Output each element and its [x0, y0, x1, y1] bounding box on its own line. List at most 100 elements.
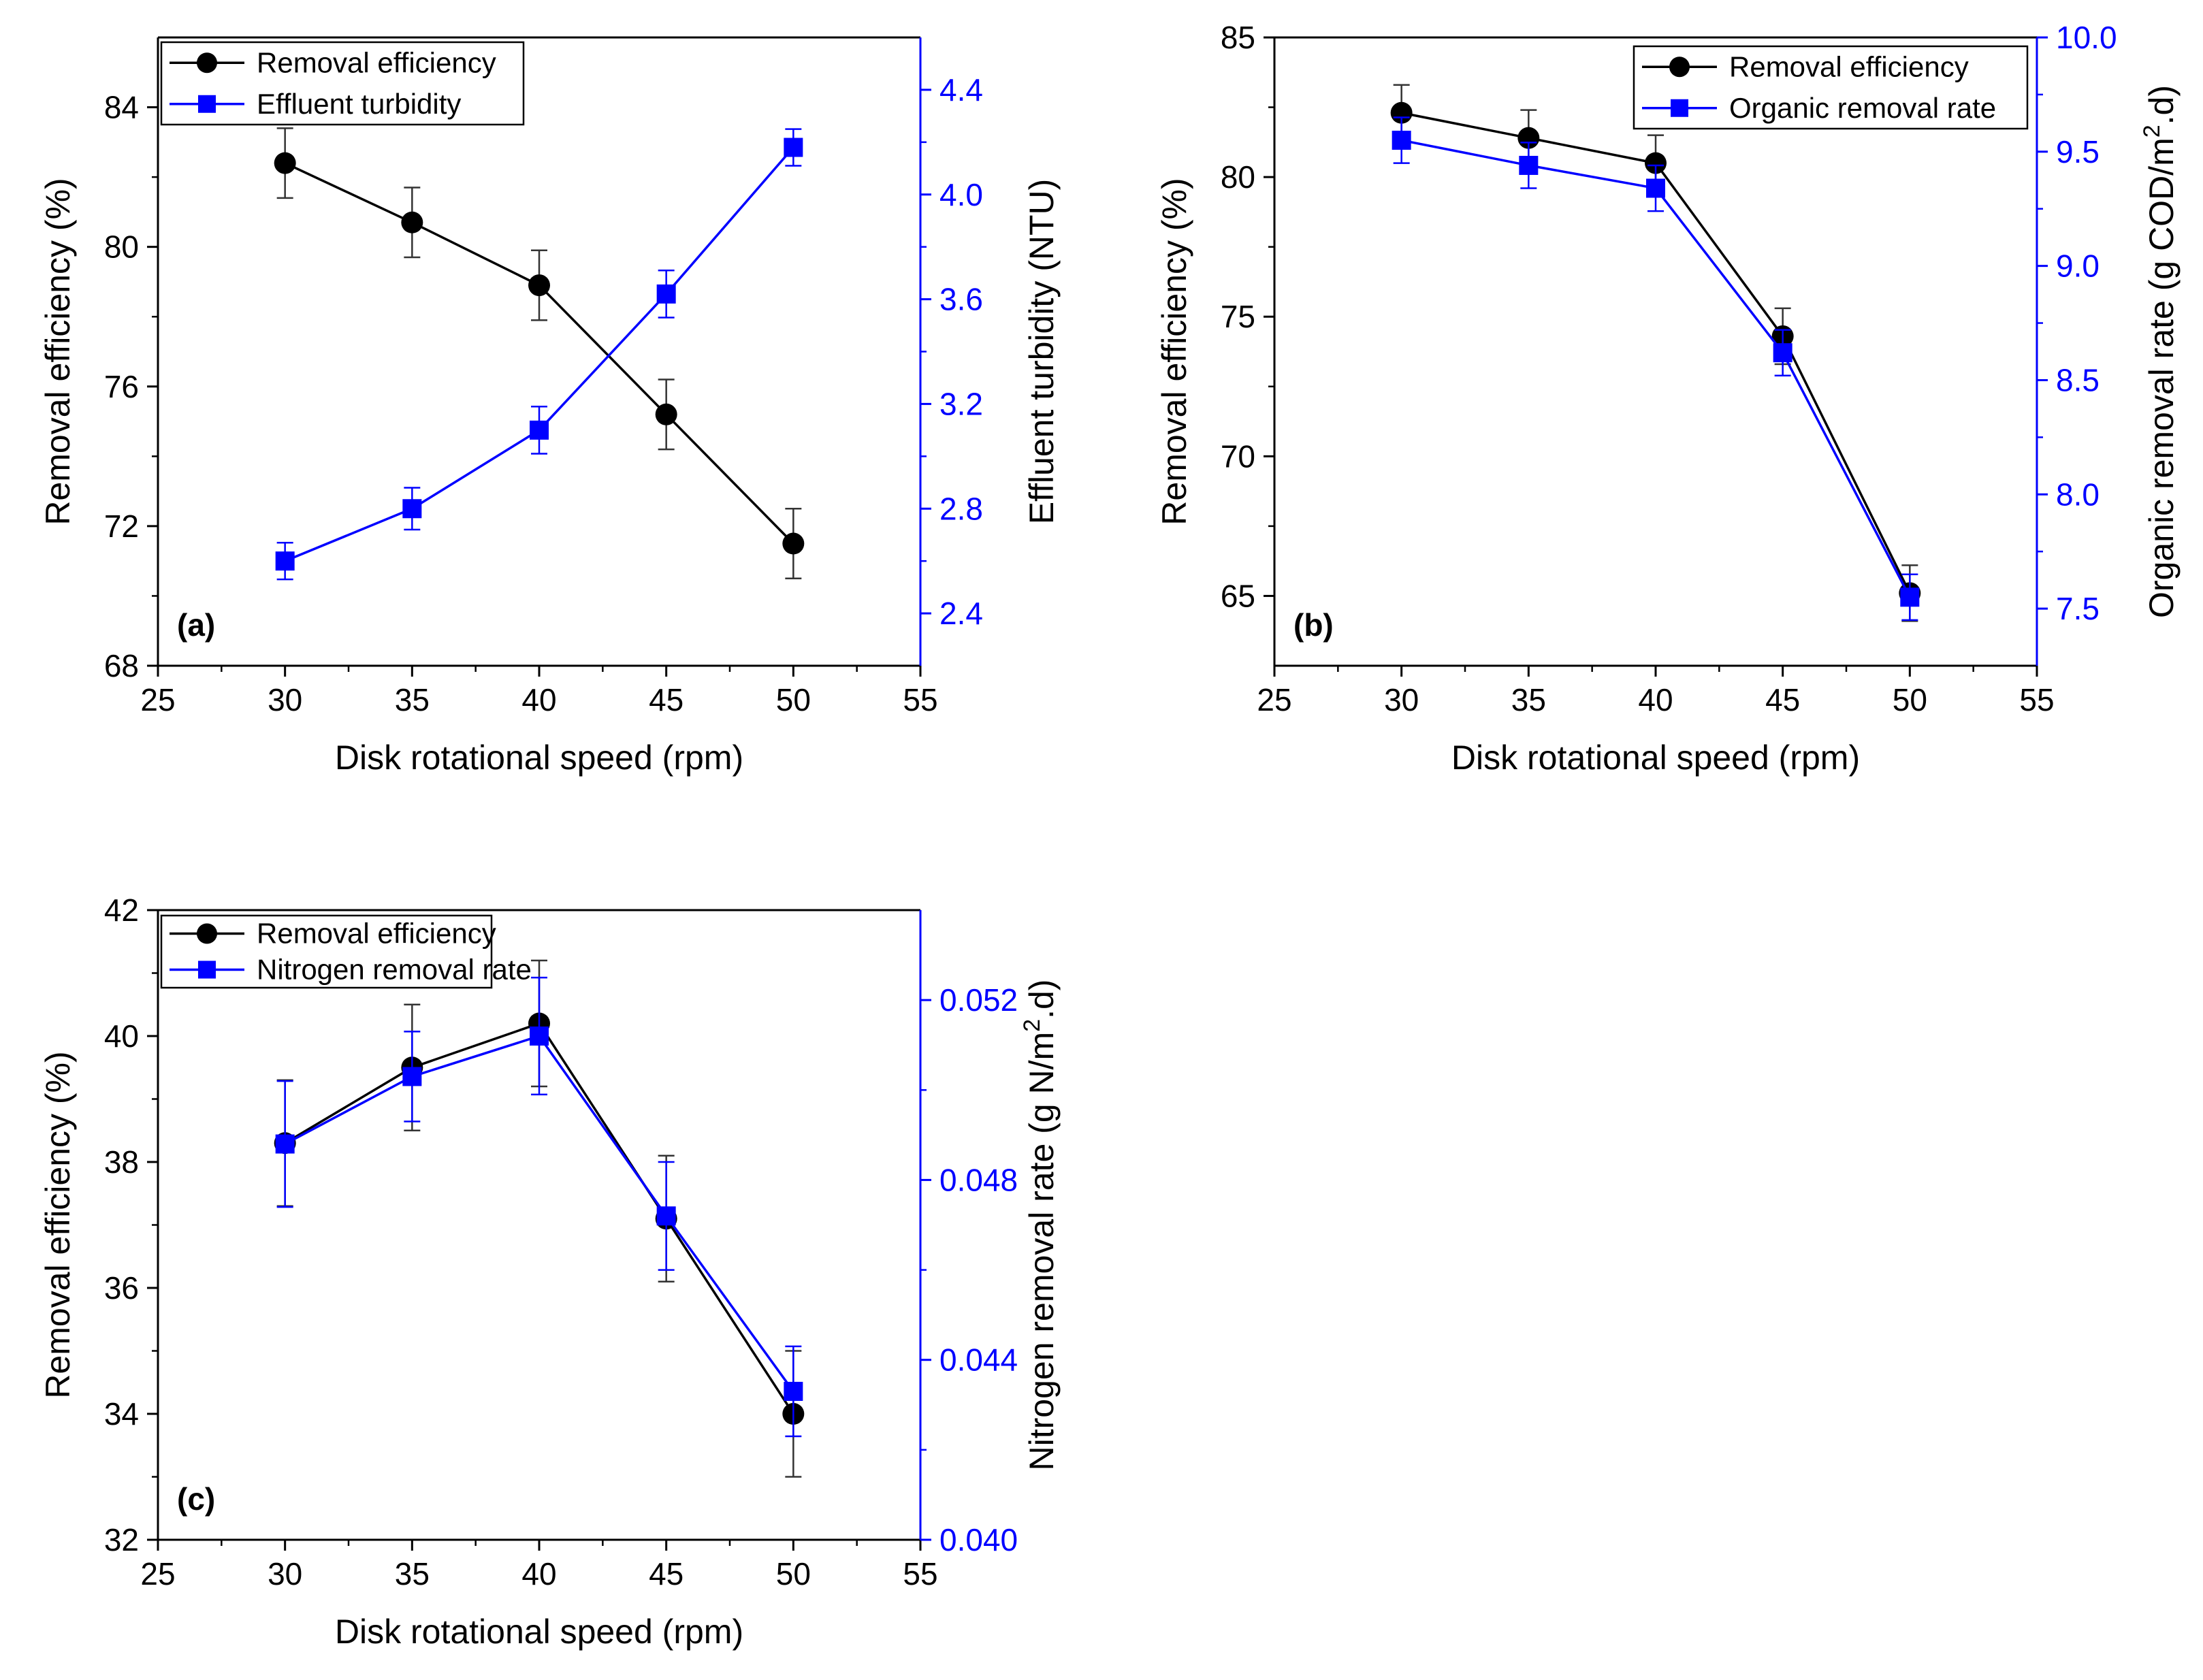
- legend-box: [1633, 45, 2029, 130]
- y2-tick-label: 3.6: [939, 282, 983, 317]
- y2-tick-label: 0.040: [939, 1522, 1018, 1557]
- data-point: [655, 403, 677, 425]
- data-point: [1390, 101, 1413, 124]
- y2-axis-title-superscript: 2: [1019, 1019, 1045, 1032]
- x-tick-label: 50: [776, 1556, 811, 1592]
- legend-marker: [197, 52, 217, 74]
- chart-panel-c: 25 30 35 40 45 50 55 Disk rotational speed (rpm…: [39, 892, 1061, 1651]
- y2-tick-label: 8.5: [2056, 362, 2100, 398]
- x-tick-label: 55: [2019, 682, 2054, 717]
- x-tick-label: 50: [1893, 682, 1927, 717]
- data-point: [274, 152, 296, 174]
- legend: Removal efficiency Effluent turbidity: [160, 41, 525, 126]
- y-tick-label: 68: [104, 648, 139, 683]
- y-tick-label: 80: [104, 229, 139, 265]
- data-point: [528, 274, 550, 297]
- data-point: [530, 1027, 549, 1046]
- x-tick-label: 55: [903, 1556, 937, 1592]
- data-point: [782, 532, 805, 555]
- data-point: [1519, 155, 1539, 175]
- legend-marker: [1671, 99, 1688, 117]
- series-organic-removal-rate: [1392, 116, 1920, 621]
- y-axis-title: Removal efficiency (%): [39, 1051, 77, 1398]
- panel-label: (c): [177, 1481, 215, 1517]
- data-point: [1900, 587, 1920, 607]
- x-tick-label: 45: [649, 1556, 684, 1592]
- y2-tick-label: 10.0: [2056, 20, 2117, 55]
- legend-marker: [198, 95, 216, 113]
- legend-label: Removal efficiency: [257, 918, 496, 950]
- x-tick-label: 25: [140, 1556, 175, 1592]
- data-point: [275, 1134, 295, 1154]
- series-nitrogen-removal-rate: [275, 976, 803, 1438]
- y-axis-title: Removal efficiency (%): [1155, 178, 1193, 525]
- y2-tick-label: 4.4: [939, 72, 983, 108]
- panel-label: (b): [1293, 607, 1334, 643]
- legend-label: Nitrogen removal rate: [257, 954, 532, 986]
- y2-tick-label: 8.0: [2056, 476, 2100, 512]
- y2-tick-label: 4.0: [939, 177, 983, 212]
- x-tick-label: 30: [268, 682, 302, 717]
- data-point: [402, 1067, 422, 1086]
- x-tick-label: 25: [1257, 682, 1291, 717]
- y2-tick-label: 2.8: [939, 491, 983, 526]
- y-tick-label: 32: [104, 1522, 139, 1557]
- chart-panel-b: 25 30 35 40 45 50 55 Disk rotational speed (rpm…: [1155, 20, 2181, 777]
- data-point: [1773, 343, 1792, 363]
- series-removal-efficiency: [274, 127, 805, 580]
- y2-axis-title: Effluent turbidity (NTU): [1023, 179, 1061, 525]
- data-point: [1392, 131, 1411, 150]
- data-point: [656, 284, 676, 304]
- y-tick-label: 34: [104, 1396, 139, 1432]
- y-axis-title: Removal efficiency (%): [39, 178, 77, 525]
- x-tick-label: 25: [140, 682, 175, 717]
- y2-axis-title: Nitrogen removal rate (g N/m2.d): [1019, 980, 1061, 1471]
- panel-label: (a): [177, 607, 215, 643]
- legend: Removal efficiency Nitrogen removal rate: [160, 914, 532, 989]
- series-line: [284, 146, 794, 562]
- y2-tick-label: 0.044: [939, 1342, 1018, 1378]
- y2-axis-title-part: Organic removal rate (g COD/m: [2142, 138, 2181, 618]
- y2-axis-title-part: .d): [1023, 980, 1061, 1019]
- data-point: [401, 211, 423, 233]
- y2-tick-label: 7.5: [2056, 591, 2100, 626]
- data-point: [275, 551, 295, 571]
- y-tick-label: 38: [104, 1144, 139, 1180]
- legend-label: Effluent turbidity: [257, 88, 461, 120]
- x-tick-label: 30: [1384, 682, 1419, 717]
- x-axis-title: Disk rotational speed (rpm): [335, 739, 743, 777]
- x-axis-title: Disk rotational speed (rpm): [1451, 739, 1860, 777]
- y-tick-label: 72: [104, 508, 139, 544]
- y-tick-label: 65: [1221, 578, 1255, 613]
- y2-tick-label: 0.052: [939, 982, 1018, 1018]
- chart-panel-a: 25 30 35 40 45 50 55 Disk rotational speed (rpm…: [39, 36, 1061, 777]
- x-tick-label: 40: [521, 1556, 556, 1592]
- x-tick-label: 30: [268, 1556, 302, 1592]
- y-tick-label: 36: [104, 1270, 139, 1306]
- y-tick-label: 76: [104, 369, 139, 404]
- y-tick-label: 40: [104, 1018, 139, 1054]
- data-point: [1517, 127, 1540, 149]
- legend-marker: [198, 960, 216, 979]
- legend-label: Removal efficiency: [1729, 50, 1969, 82]
- y-tick-label: 85: [1221, 20, 1255, 55]
- legend: Removal efficiency Organic removal rate: [1633, 45, 2029, 130]
- y-tick-label: 80: [1221, 159, 1255, 195]
- legend-box: [160, 41, 525, 126]
- y2-axis-title-part: .d): [2142, 85, 2181, 125]
- y2-axis-title: Organic removal rate (g COD/m2.d): [2139, 85, 2181, 618]
- y-tick-label: 75: [1221, 299, 1255, 334]
- legend-marker: [197, 923, 217, 944]
- y-tick-label: 42: [104, 892, 139, 928]
- data-point: [402, 499, 422, 519]
- x-tick-label: 35: [1511, 682, 1546, 717]
- y-tick-label: 70: [1221, 438, 1255, 474]
- series-effluent-turbidity: [275, 128, 803, 581]
- data-point: [1645, 152, 1667, 174]
- data-point: [784, 138, 803, 157]
- y2-tick-label: 2.4: [939, 596, 983, 631]
- series-line: [284, 162, 794, 545]
- data-point: [784, 1381, 803, 1401]
- y2-tick-label: 9.5: [2056, 134, 2100, 169]
